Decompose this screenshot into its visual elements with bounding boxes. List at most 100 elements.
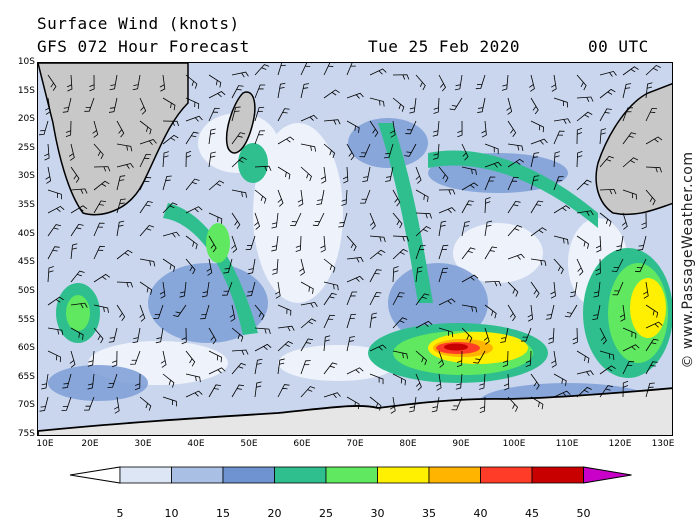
- wind-barb: [300, 386, 316, 398]
- wind-barb: [438, 267, 449, 283]
- wind-barb: [553, 130, 565, 145]
- wind-barb: [111, 350, 118, 368]
- wind-barb: [159, 281, 166, 299]
- wind-barb: [576, 151, 583, 168]
- wind-barb: [645, 107, 658, 122]
- longitude-label: 60E: [293, 439, 311, 449]
- wind-barb: [69, 350, 76, 368]
- wind-barb: [47, 224, 62, 237]
- wind-barb: [615, 235, 624, 252]
- wind-barb: [572, 327, 578, 345]
- wind-barb: [409, 97, 417, 114]
- wind-barb: [116, 220, 125, 237]
- wind-barb: [254, 189, 267, 204]
- wind-barb: [415, 350, 427, 366]
- wind-barb: [507, 143, 524, 151]
- wind-barb: [254, 327, 271, 335]
- wind-barb: [185, 150, 192, 168]
- wind-barb: [231, 85, 244, 99]
- wind-barb: [530, 373, 540, 390]
- wind-barb: [530, 258, 547, 266]
- wind-barb: [530, 97, 539, 115]
- wind-barb: [93, 304, 109, 313]
- wind-barb: [92, 120, 99, 138]
- wind-barb: [346, 275, 364, 283]
- wind-barb: [599, 128, 607, 145]
- wind-barb: [415, 189, 429, 202]
- wind-barb: [231, 327, 244, 342]
- wind-barb: [173, 304, 187, 317]
- wind-barb: [369, 120, 379, 137]
- wind-barb: [507, 176, 519, 191]
- wind-barb: [139, 281, 153, 295]
- wind-barb: [107, 373, 118, 388]
- colorbar-arrow-high: [583, 466, 632, 484]
- wind-barb: [277, 108, 290, 122]
- wind-barb: [61, 396, 72, 411]
- wind-barb: [461, 327, 473, 343]
- wind-barb: [70, 270, 85, 283]
- wind-barb: [70, 223, 84, 237]
- wind-barb: [208, 212, 223, 224]
- wind-barb: [316, 189, 325, 206]
- wind-barb: [530, 200, 544, 214]
- longitude-label: 10E: [36, 439, 54, 449]
- wind-barb: [185, 206, 203, 214]
- wind-barb: [139, 200, 153, 214]
- colorbar-tick-label: 15: [216, 507, 230, 520]
- wind-barb: [369, 97, 385, 107]
- wind-barb: [132, 327, 141, 344]
- wind-barb: [507, 304, 516, 322]
- wind-barb: [231, 156, 247, 168]
- wind-barb: [222, 281, 233, 296]
- wind-barb: [507, 120, 517, 138]
- wind-barb: [599, 350, 615, 360]
- forecast-subtitle: GFS 072 Hour Forecast: [37, 37, 250, 56]
- wind-barb: [643, 281, 649, 299]
- wind-barb: [415, 245, 426, 260]
- wind-barb: [295, 235, 302, 252]
- wind-barb: [525, 350, 532, 368]
- wind-barb: [484, 197, 491, 214]
- wind-barb: [185, 350, 196, 367]
- wind-barb: [622, 157, 639, 168]
- wind-barb: [89, 74, 95, 92]
- wind-barb: [438, 327, 454, 338]
- wind-barb: [208, 107, 220, 122]
- wind-barb: [461, 166, 477, 175]
- wind-barb: [277, 63, 286, 76]
- wind-barb: [93, 143, 104, 160]
- wind-barb: [162, 396, 177, 407]
- wind-barb: [93, 222, 105, 237]
- wind-barb: [415, 74, 426, 91]
- wind-barb: [277, 136, 295, 145]
- wind-barb: [612, 281, 624, 296]
- wind-barb: [599, 108, 612, 122]
- wind-barb: [47, 350, 62, 363]
- wind-barb: [254, 304, 265, 321]
- wind-barb: [438, 244, 449, 260]
- wind-barb: [599, 70, 617, 77]
- wind-barb: [576, 350, 590, 364]
- wind-barb: [622, 344, 640, 352]
- wind-map: [37, 62, 673, 436]
- wind-barb: [277, 384, 290, 398]
- wind-barb: [645, 382, 655, 398]
- wind-barb: [645, 338, 659, 352]
- wind-barb: [139, 176, 152, 191]
- wind-barb: [553, 151, 560, 168]
- wind-barb: [254, 381, 262, 398]
- watermark: © www.PassageWeather.com: [678, 150, 698, 370]
- wind-barb: [41, 373, 49, 390]
- wind-barb: [185, 97, 200, 109]
- wind-barb: [274, 281, 281, 299]
- wind-barb: [645, 64, 661, 76]
- wind-barb: [47, 266, 54, 283]
- wind-barb: [392, 212, 403, 229]
- wind-barb: [392, 350, 408, 359]
- wind-barb: [576, 111, 593, 122]
- wind-barb: [392, 317, 408, 329]
- wind-barb: [507, 281, 519, 297]
- wind-barb: [530, 152, 540, 168]
- wind-barb: [415, 320, 433, 329]
